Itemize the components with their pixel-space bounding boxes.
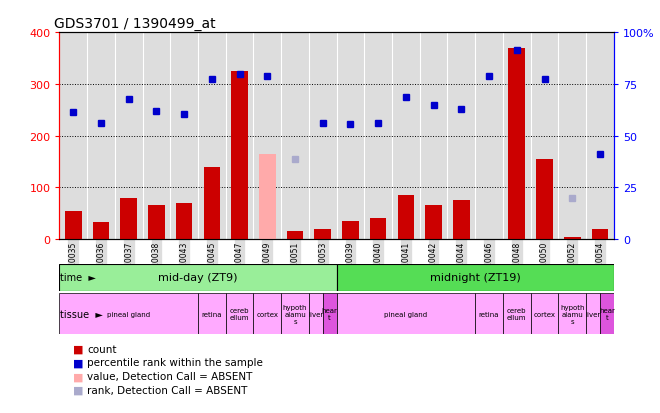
Text: ■: ■ bbox=[73, 371, 83, 381]
Bar bbox=[531, 293, 558, 335]
Bar bbox=[370, 219, 387, 240]
Bar bbox=[508, 48, 525, 240]
Bar bbox=[65, 211, 82, 240]
Bar bbox=[281, 293, 309, 335]
Bar bbox=[176, 204, 193, 240]
Text: rank, Detection Call = ABSENT: rank, Detection Call = ABSENT bbox=[87, 385, 248, 395]
Bar bbox=[453, 201, 470, 240]
Bar bbox=[536, 159, 553, 240]
Text: retina: retina bbox=[201, 311, 222, 317]
Bar bbox=[475, 293, 503, 335]
Text: mid-day (ZT9): mid-day (ZT9) bbox=[158, 273, 238, 283]
Bar bbox=[203, 167, 220, 240]
Bar bbox=[564, 237, 581, 240]
Text: cortex: cortex bbox=[533, 311, 556, 317]
Bar bbox=[558, 293, 586, 335]
Bar bbox=[92, 223, 110, 240]
Text: value, Detection Call = ABSENT: value, Detection Call = ABSENT bbox=[87, 371, 253, 381]
Bar bbox=[253, 293, 281, 335]
Bar bbox=[309, 293, 323, 335]
Bar bbox=[600, 293, 614, 335]
Text: ■: ■ bbox=[73, 385, 83, 395]
Text: hypoth
alamu
s: hypoth alamu s bbox=[560, 304, 585, 324]
Bar bbox=[337, 293, 475, 335]
Text: hypoth
alamu
s: hypoth alamu s bbox=[282, 304, 308, 324]
Bar bbox=[148, 206, 165, 240]
Text: midnight (ZT19): midnight (ZT19) bbox=[430, 273, 521, 283]
Bar bbox=[286, 232, 304, 240]
Bar bbox=[397, 196, 414, 240]
Text: ■: ■ bbox=[73, 344, 83, 354]
Text: hear
t: hear t bbox=[599, 307, 615, 320]
Bar bbox=[586, 293, 600, 335]
Bar bbox=[314, 229, 331, 240]
Bar bbox=[120, 198, 137, 240]
Text: cortex: cortex bbox=[256, 311, 279, 317]
Text: retina: retina bbox=[478, 311, 500, 317]
Bar bbox=[231, 72, 248, 240]
Text: liver: liver bbox=[308, 311, 323, 317]
Bar bbox=[198, 293, 226, 335]
Bar bbox=[425, 206, 442, 240]
Text: cereb
ellum: cereb ellum bbox=[230, 307, 249, 320]
Bar bbox=[226, 293, 253, 335]
Text: percentile rank within the sample: percentile rank within the sample bbox=[87, 358, 263, 368]
Text: pineal gland: pineal gland bbox=[384, 311, 428, 317]
Text: hear
t: hear t bbox=[321, 307, 338, 320]
Bar bbox=[323, 293, 337, 335]
Text: cereb
ellum: cereb ellum bbox=[507, 307, 527, 320]
Text: ■: ■ bbox=[73, 358, 83, 368]
Text: liver: liver bbox=[585, 311, 601, 317]
Bar bbox=[342, 221, 359, 240]
Text: count: count bbox=[87, 344, 117, 354]
Bar bbox=[337, 264, 614, 291]
Text: tissue  ►: tissue ► bbox=[60, 309, 103, 319]
Text: GDS3701 / 1390499_at: GDS3701 / 1390499_at bbox=[54, 17, 215, 31]
Bar bbox=[503, 293, 531, 335]
Bar bbox=[59, 293, 198, 335]
Bar bbox=[259, 154, 276, 240]
Bar bbox=[591, 229, 609, 240]
Text: pineal gland: pineal gland bbox=[107, 311, 150, 317]
Bar bbox=[59, 264, 337, 291]
Text: time  ►: time ► bbox=[60, 273, 96, 283]
